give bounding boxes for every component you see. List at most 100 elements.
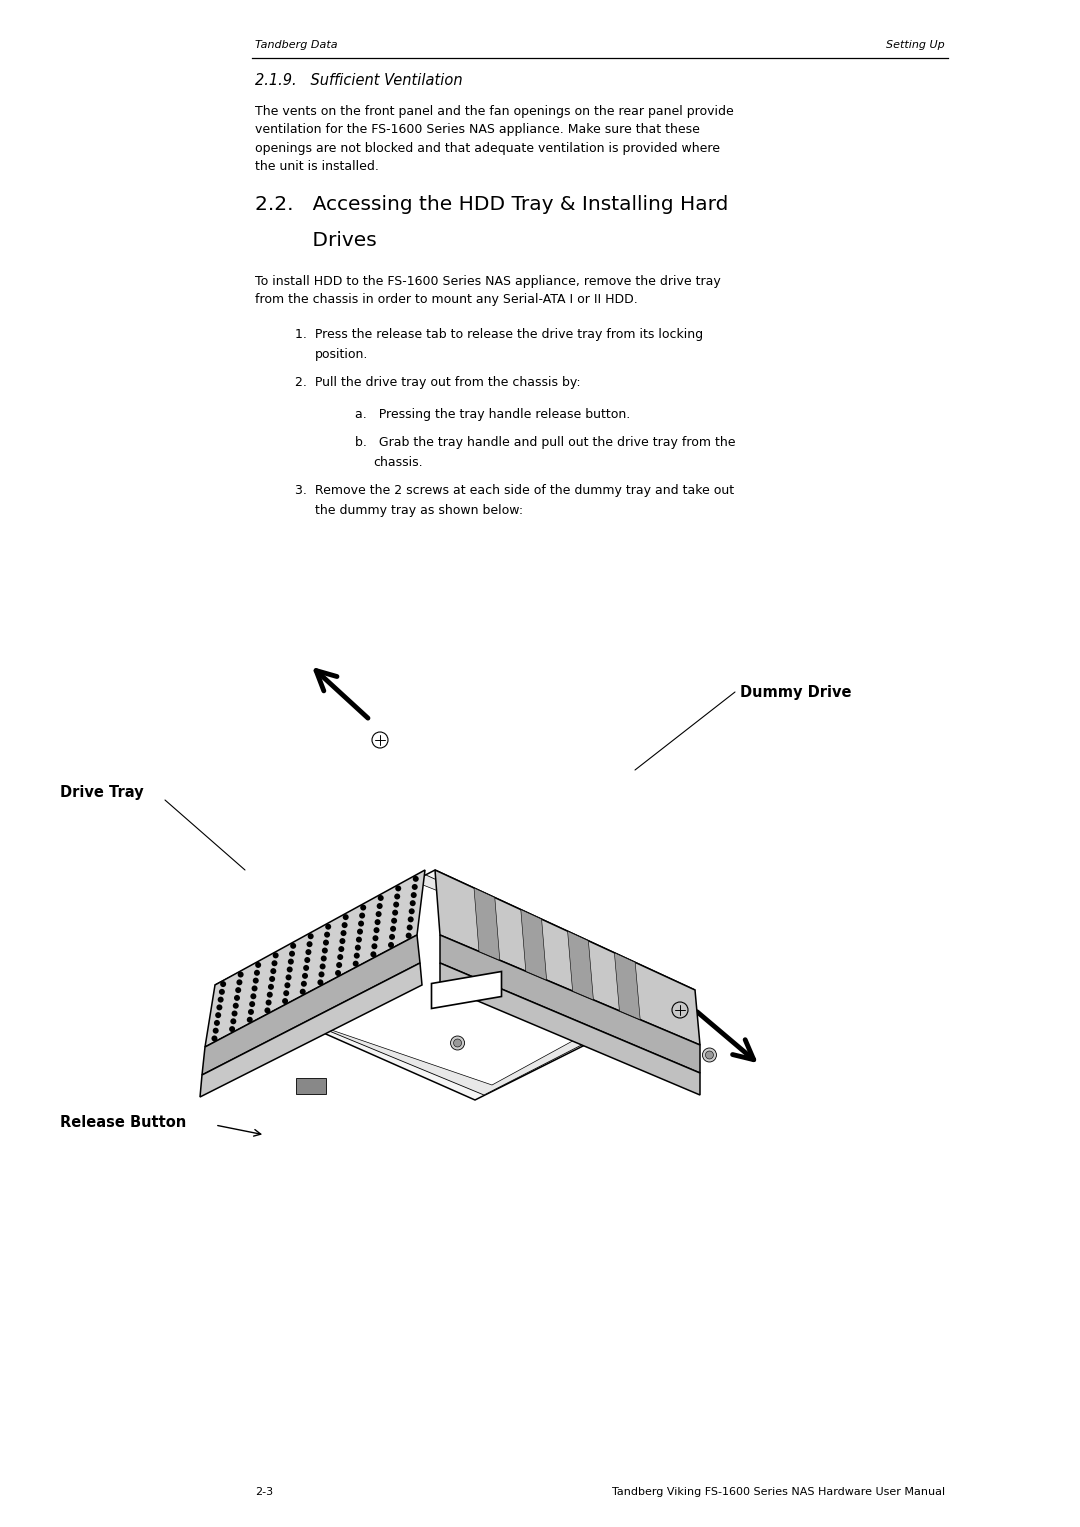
Polygon shape: [202, 935, 420, 1075]
Circle shape: [324, 931, 330, 938]
Circle shape: [411, 884, 418, 890]
Circle shape: [323, 939, 329, 945]
Circle shape: [246, 1017, 253, 1023]
Circle shape: [372, 944, 377, 950]
Circle shape: [357, 928, 363, 935]
Circle shape: [271, 960, 278, 967]
Circle shape: [322, 948, 328, 953]
Circle shape: [305, 957, 310, 964]
Circle shape: [212, 1035, 217, 1041]
Circle shape: [360, 913, 365, 919]
Circle shape: [409, 901, 416, 906]
Circle shape: [407, 924, 413, 930]
Text: To install HDD to the FS-1600 Series NAS appliance, remove the drive tray
from t: To install HDD to the FS-1600 Series NAS…: [255, 275, 720, 307]
Circle shape: [238, 971, 244, 977]
Polygon shape: [230, 875, 683, 1095]
Text: Dummy Drive: Dummy Drive: [740, 686, 851, 699]
Circle shape: [302, 973, 308, 979]
Circle shape: [338, 947, 345, 951]
Circle shape: [342, 915, 349, 921]
Circle shape: [335, 970, 341, 976]
Circle shape: [272, 953, 279, 959]
Circle shape: [389, 935, 395, 941]
Text: 1.  Press the release tab to release the drive tray from its locking: 1. Press the release tab to release the …: [295, 328, 703, 341]
Circle shape: [308, 933, 313, 939]
Circle shape: [289, 951, 295, 957]
Polygon shape: [296, 1078, 326, 1093]
Circle shape: [321, 956, 327, 962]
Circle shape: [378, 895, 383, 901]
Circle shape: [301, 980, 307, 986]
Text: Tandberg Viking FS-1600 Series NAS Hardware User Manual: Tandberg Viking FS-1600 Series NAS Hardw…: [612, 1487, 945, 1496]
Circle shape: [248, 1009, 254, 1015]
Circle shape: [395, 886, 402, 892]
Text: a.   Pressing the tray handle release button.: a. Pressing the tray handle release butt…: [355, 408, 631, 421]
Circle shape: [282, 999, 288, 1005]
Circle shape: [252, 985, 257, 991]
Circle shape: [284, 982, 291, 988]
Circle shape: [391, 918, 397, 924]
Polygon shape: [432, 971, 501, 1008]
Circle shape: [341, 922, 348, 928]
Circle shape: [268, 983, 274, 989]
Circle shape: [353, 960, 359, 967]
Text: position.: position.: [315, 348, 368, 360]
Circle shape: [319, 971, 324, 977]
Circle shape: [266, 1000, 271, 1006]
Circle shape: [410, 892, 417, 898]
Text: 2.  Pull the drive tray out from the chassis by:: 2. Pull the drive tray out from the chas…: [295, 376, 581, 389]
Circle shape: [265, 1008, 270, 1014]
Circle shape: [307, 941, 312, 947]
Circle shape: [408, 909, 415, 915]
Polygon shape: [568, 931, 593, 1000]
Circle shape: [336, 962, 342, 968]
Circle shape: [216, 1005, 222, 1011]
Text: Setting Up: Setting Up: [887, 40, 945, 50]
Polygon shape: [440, 964, 700, 1095]
Polygon shape: [215, 870, 696, 1099]
Circle shape: [270, 968, 276, 974]
Polygon shape: [440, 935, 700, 1073]
Circle shape: [370, 951, 376, 957]
Circle shape: [337, 954, 343, 960]
Circle shape: [388, 942, 394, 948]
Circle shape: [450, 1035, 464, 1051]
Circle shape: [339, 938, 346, 944]
Circle shape: [377, 902, 382, 909]
Circle shape: [359, 921, 364, 927]
Circle shape: [392, 910, 399, 916]
Polygon shape: [615, 953, 640, 1020]
Text: Drives: Drives: [255, 231, 377, 250]
Circle shape: [291, 942, 296, 948]
Circle shape: [251, 993, 256, 999]
Circle shape: [356, 936, 362, 942]
Circle shape: [354, 953, 360, 959]
Polygon shape: [205, 870, 426, 1048]
Circle shape: [215, 1012, 221, 1019]
Circle shape: [285, 974, 292, 980]
Text: 2.1.9.   Sufficient Ventilation: 2.1.9. Sufficient Ventilation: [255, 73, 462, 89]
Circle shape: [376, 912, 381, 918]
Circle shape: [390, 925, 396, 931]
Circle shape: [406, 933, 411, 939]
Circle shape: [340, 930, 347, 936]
Circle shape: [393, 901, 400, 907]
Text: 2.2.   Accessing the HDD Tray & Installing Hard: 2.2. Accessing the HDD Tray & Installing…: [255, 195, 728, 214]
Circle shape: [361, 904, 366, 910]
Circle shape: [254, 970, 260, 976]
Circle shape: [269, 976, 275, 982]
Text: 2-3: 2-3: [255, 1487, 273, 1496]
Circle shape: [394, 893, 401, 899]
Circle shape: [454, 1038, 461, 1048]
Polygon shape: [435, 870, 700, 1044]
Text: the dummy tray as shown below:: the dummy tray as shown below:: [315, 504, 523, 518]
Circle shape: [229, 1026, 235, 1032]
Circle shape: [705, 1051, 714, 1060]
Text: 3.  Remove the 2 screws at each side of the dummy tray and take out: 3. Remove the 2 screws at each side of t…: [295, 484, 734, 496]
Circle shape: [318, 979, 323, 985]
Circle shape: [375, 919, 380, 925]
Polygon shape: [200, 964, 422, 1096]
Circle shape: [306, 950, 311, 954]
Text: chassis.: chassis.: [373, 457, 422, 469]
Circle shape: [288, 959, 294, 965]
